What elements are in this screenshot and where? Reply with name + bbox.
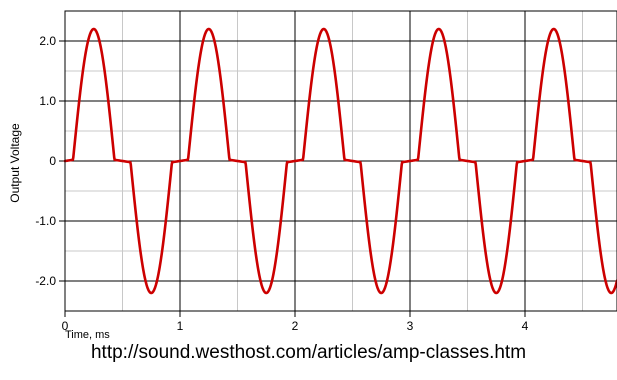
y-tick-label: 2.0: [39, 34, 56, 48]
x-tick-labels: 0 1 2 3 4: [62, 319, 529, 333]
x-tick-label: 2: [292, 319, 299, 333]
source-url-caption: http://sound.westhost.com/articles/amp-c…: [90, 342, 527, 363]
output-voltage-trace: [63, 27, 617, 295]
x-axis-label: Time, ms: [65, 329, 110, 340]
y-axis-label: Output Voltage: [8, 123, 22, 203]
y-tick-label: 0: [49, 154, 56, 168]
x-tick-label: 4: [522, 319, 529, 333]
x-tick-label: 0: [62, 319, 69, 333]
y-tick-label: -2.0: [35, 274, 56, 288]
plot-frame: [64, 10, 617, 312]
output-voltage-chart: 2.0 1.0 0 -1.0 -2.0 0 1 2 3 4 Output Voltage Tim…: [8, 10, 617, 340]
y-tick-label: 1.0: [39, 94, 56, 108]
y-tick-label: -1.0: [35, 214, 56, 228]
x-tick-label: 1: [177, 319, 184, 333]
x-tick-label: 3: [407, 319, 414, 333]
y-tick-labels: 2.0 1.0 0 -1.0 -2.0: [35, 34, 56, 288]
